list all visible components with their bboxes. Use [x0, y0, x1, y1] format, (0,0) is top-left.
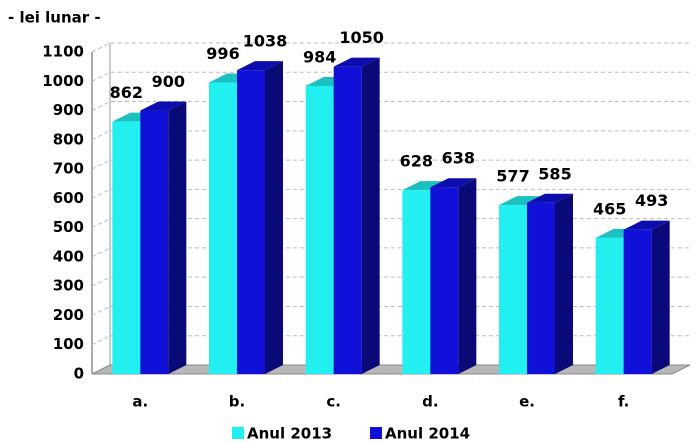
x-tick-label: b.	[229, 393, 245, 411]
bar	[430, 178, 477, 374]
legend-swatch	[232, 427, 244, 439]
value-label: 638	[442, 149, 475, 168]
bar-top	[499, 196, 545, 206]
y-tick-label: 300	[53, 277, 84, 295]
grid-line	[91, 42, 690, 53]
bar	[140, 101, 187, 374]
y-tick-label: 0	[74, 365, 84, 383]
bar-front	[623, 229, 652, 374]
value-label: 577	[496, 167, 529, 186]
y-tick-label: 700	[53, 160, 84, 178]
bar-side	[168, 101, 187, 374]
grid-line	[91, 101, 690, 111]
grid-line	[91, 247, 690, 258]
bar-front	[112, 121, 141, 374]
legend-label: Anul 2014	[385, 425, 470, 442]
value-label: 900	[152, 72, 185, 91]
value-label: 1038	[243, 32, 288, 51]
bar-front	[527, 202, 555, 374]
bar-side	[361, 57, 380, 375]
axis-label: - lei lunar -	[8, 9, 101, 27]
y-tick-label: 800	[53, 130, 84, 148]
x-tick-label: a.	[132, 393, 148, 411]
y-tick-label: 1100	[42, 43, 84, 61]
value-label: 493	[635, 191, 668, 210]
value-label: 465	[593, 199, 626, 218]
x-tick-label: c.	[326, 393, 341, 411]
bar-top	[402, 181, 449, 191]
y-tick-label: 500	[53, 218, 84, 236]
bar-front	[140, 110, 169, 374]
bar	[237, 61, 283, 375]
bar	[333, 57, 380, 375]
x-tick-label: e.	[519, 393, 535, 411]
y-tick-label: 100	[53, 335, 84, 353]
grid-line	[91, 71, 690, 82]
value-label: 585	[538, 164, 571, 183]
grid-line	[91, 335, 690, 346]
value-label: 996	[206, 44, 239, 63]
bar	[623, 220, 670, 374]
x-tick-label: d.	[422, 393, 438, 411]
bar-front	[499, 205, 527, 374]
bar-top	[527, 193, 573, 203]
value-label: 862	[110, 83, 143, 102]
bar-front	[237, 70, 265, 374]
bar-top	[430, 178, 477, 188]
value-label: 984	[303, 47, 336, 66]
grid-line	[91, 276, 690, 287]
legend-swatch	[370, 427, 382, 439]
y-tick-label: 900	[53, 101, 84, 119]
bar-front	[595, 237, 624, 374]
bar-front	[430, 187, 459, 374]
bar-front	[305, 85, 334, 374]
bar-side	[265, 61, 283, 375]
grid-line	[91, 218, 690, 229]
bar-top	[623, 220, 670, 230]
bar-top	[237, 61, 283, 71]
bar-top	[140, 101, 187, 111]
grid-line	[91, 305, 690, 316]
grid-line	[91, 188, 690, 199]
bar	[527, 193, 573, 374]
bar-front	[333, 66, 362, 375]
y-tick-label: 1000	[42, 72, 84, 90]
x-tick-label: f.	[618, 393, 629, 411]
value-label: 1050	[339, 28, 384, 47]
bar-front	[402, 190, 431, 374]
bar-front	[209, 82, 237, 374]
value-label: 628	[400, 152, 433, 171]
grid-line	[91, 159, 690, 170]
y-tick-label: 600	[53, 189, 84, 207]
bar-top	[333, 57, 380, 67]
bar-side	[458, 178, 477, 374]
y-tick-label: 400	[53, 247, 84, 265]
bar-side	[651, 220, 670, 374]
grid-line	[91, 130, 690, 141]
legend-label: Anul 2013	[247, 425, 332, 442]
y-tick-label: 200	[53, 306, 84, 324]
bar-side	[555, 193, 573, 374]
